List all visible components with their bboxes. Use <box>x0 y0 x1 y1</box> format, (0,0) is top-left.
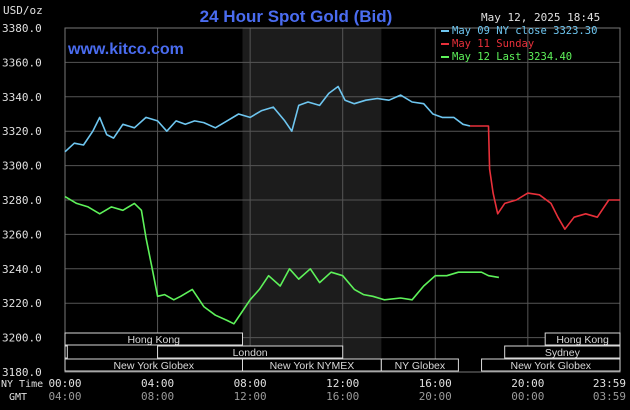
y-tick-label: 3320.0 <box>2 125 42 138</box>
session-label: Hong Kong <box>556 334 609 346</box>
y-tick-label: 3180.0 <box>2 366 42 379</box>
y-tick-label: 3280.0 <box>2 194 42 207</box>
legend-entry: May 09 NY close 3323.30 <box>452 25 597 37</box>
x-tick-label-ny: 23:59 <box>593 377 626 390</box>
session-bar <box>504 345 621 359</box>
y-tick-label: 3360.0 <box>2 56 42 69</box>
session-bar <box>157 345 344 359</box>
series-line-1 <box>470 125 620 230</box>
x-tick-label-ny: 04:00 <box>141 377 174 390</box>
session-label: New York Globex <box>510 360 591 372</box>
session-bar <box>481 358 621 372</box>
y-tick-label: 3340.0 <box>2 91 42 104</box>
datestamp: May 12, 2025 18:45 <box>481 11 600 24</box>
y-tick-label: 3380.0 <box>2 22 42 35</box>
x-tick-label-gmt: 16:00 <box>326 390 359 403</box>
ny-time-label: NY Time <box>1 379 43 390</box>
x-tick-label-ny: 16:00 <box>419 377 452 390</box>
units-label: USD/oz <box>3 4 43 17</box>
series-layer <box>64 85 620 325</box>
chart-title: 24 Hour Spot Gold (Bid) <box>200 7 393 26</box>
y-tick-label: 3300.0 <box>2 160 42 173</box>
session-bar <box>380 358 459 372</box>
series-line-2 <box>64 195 500 325</box>
legend-entry: May 12 Last 3234.40 <box>452 51 572 63</box>
y-tick-label: 3260.0 <box>2 228 42 241</box>
session-bar <box>544 332 621 346</box>
y-tick-label: 3220.0 <box>2 297 42 310</box>
x-tick-label-ny: 08:00 <box>234 377 267 390</box>
x-tick-label-gmt: 00:00 <box>511 390 544 403</box>
x-tick-label-gmt: 04:00 <box>48 390 81 403</box>
y-tick-label: 3200.0 <box>2 332 42 345</box>
x-tick-label-ny: 00:00 <box>48 377 81 390</box>
y-tick-label: 3240.0 <box>2 263 42 276</box>
x-tick-label-ny: 20:00 <box>511 377 544 390</box>
x-tick-label-ny: 12:00 <box>326 377 359 390</box>
x-tick-label-gmt: 08:00 <box>141 390 174 403</box>
axis-labels: 3380.0 3360.0 3340.0 3320.0 3300.0 3280.0 3260… <box>2 22 626 403</box>
session-label: NY Globex <box>395 360 446 372</box>
gmt-label: GMT <box>9 392 27 403</box>
x-tick-label-gmt: 20:00 <box>419 390 452 403</box>
legend-entry: May 11 Sunday <box>452 38 534 50</box>
session-label: Sydney <box>545 347 581 359</box>
session-label: Hong Kong <box>127 334 180 346</box>
session-label: New York NYMEX <box>270 360 355 372</box>
x-tick-label-gmt: 03:59 <box>593 390 626 403</box>
session-bar <box>64 345 68 359</box>
watermark: www.kitco.com <box>67 41 184 58</box>
x-tick-label-gmt: 12:00 <box>234 390 267 403</box>
session-label: London <box>233 347 268 359</box>
session-label: New York Globex <box>113 360 194 372</box>
series-line-0 <box>64 85 471 153</box>
session-bar <box>64 332 243 346</box>
